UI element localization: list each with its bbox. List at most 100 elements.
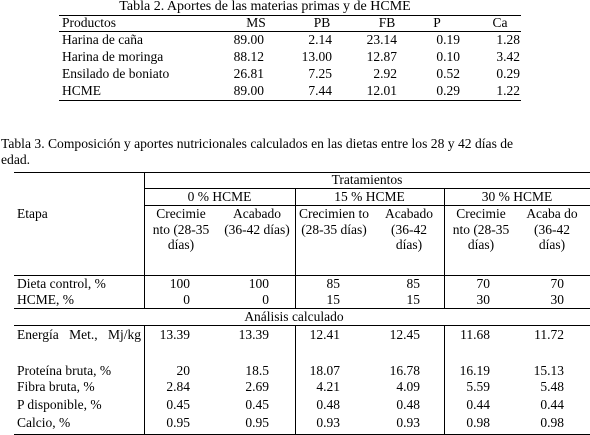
table2-cell: 88.12 <box>233 49 264 64</box>
table2-bottom-rule <box>59 100 521 101</box>
table3-cell: 85 <box>326 276 341 291</box>
table3-cell: 30 <box>476 292 491 307</box>
table3-cell: 12.45 <box>389 327 420 342</box>
table2-cell: 12.87 <box>366 49 397 64</box>
table3-cell: 4.21 <box>316 379 340 394</box>
table3-subheader: Acabado (36-42 días) <box>385 206 433 252</box>
table3-cell: 15.13 <box>533 363 564 378</box>
table3-caption-line2: edad. <box>1 152 31 167</box>
table3-analisis: Análisis calculado <box>244 309 344 324</box>
table3-cell: 18.07 <box>309 363 340 378</box>
table3-group-15: 15 % HCME <box>334 189 405 204</box>
table3-cell: 11.72 <box>534 327 564 342</box>
table2-cell: 7.44 <box>308 83 332 98</box>
table3-cell: 11.68 <box>460 327 490 342</box>
table3-cell: 0.93 <box>396 415 420 430</box>
table2-cell: 3.42 <box>496 49 520 64</box>
table3-cell: 13.39 <box>238 327 269 342</box>
table3-cell: 2.69 <box>245 379 269 394</box>
table3-cell: 0.44 <box>540 397 564 412</box>
table2-cell: 23.14 <box>366 32 397 47</box>
table3-cell: 0 <box>183 292 190 307</box>
table3-subheader: Crecimie nto (28-35 días) <box>152 206 210 252</box>
table2-cell: Harina de moringa <box>62 49 164 64</box>
table3-vrule <box>144 172 145 308</box>
table3-cell: 100 <box>248 276 269 291</box>
table3-subheader: Acaba do (36-42 días) <box>526 206 578 252</box>
table3-cell: 0.44 <box>466 397 490 412</box>
table2-cell: 0.19 <box>436 32 460 47</box>
table2-cell: 0.10 <box>436 49 460 64</box>
table3-tratamientos: Tratamientos <box>331 172 403 187</box>
table2-header-fb: FB <box>378 15 396 30</box>
table3-subheader: Crecimien to (28-35 días) <box>298 206 370 237</box>
table2-top-rule <box>59 15 521 16</box>
table2-cell: 89.00 <box>233 83 264 98</box>
table3-vrule <box>444 188 445 308</box>
table2-cell: 7.25 <box>308 66 332 81</box>
table3-cell: 0.45 <box>166 397 190 412</box>
table2-header-ca: Ca <box>492 15 508 30</box>
table2-cell: 0.52 <box>436 66 460 81</box>
table3-subheader-rule <box>14 275 590 276</box>
table3-row-label: HCME, % <box>17 292 74 307</box>
table3-analisis-rule <box>14 325 590 326</box>
table2-cell: 2.92 <box>373 66 397 81</box>
table3-group-30: 30 % HCME <box>481 189 553 204</box>
table3-cell: 0.45 <box>245 397 269 412</box>
table3-cell: 70 <box>476 276 491 291</box>
table3-cell: 0.93 <box>316 415 340 430</box>
table3-row-label: Energía Met., Mj/kg <box>17 327 141 342</box>
table3-cell: 0.48 <box>396 397 420 412</box>
table3-cell: 0.98 <box>466 415 490 430</box>
table3-cell: 16.19 <box>459 363 490 378</box>
table3-vrule <box>295 188 296 308</box>
table3-cell: 100 <box>169 276 190 291</box>
table3-groups-rule <box>144 205 590 206</box>
table3-row-label: Fibra bruta, % <box>17 379 95 394</box>
table3-cell: 16.78 <box>389 363 420 378</box>
table3-row-label: Dieta control, % <box>17 276 106 291</box>
table2-cell: Harina de caña <box>62 32 143 47</box>
table3-cell: 0 <box>262 292 269 307</box>
table3-cell: 20 <box>176 363 191 378</box>
table3-cell: 30 <box>550 292 565 307</box>
table3-cell: 2.84 <box>166 379 190 394</box>
table3-row-label: P disponible, % <box>17 397 102 412</box>
table3-cell: 18.5 <box>245 363 269 378</box>
table2-cell: 26.81 <box>233 66 264 81</box>
table3-top-rule <box>14 172 590 173</box>
table3-cell: 4.09 <box>396 379 420 394</box>
table2-cell: 2.14 <box>308 32 332 47</box>
table2-header-p: P <box>433 15 441 30</box>
table2-cell: 13.00 <box>301 49 332 64</box>
table2-header-rule <box>59 31 521 32</box>
table3-tratamientos-rule <box>144 188 590 189</box>
table2-cell: 1.22 <box>496 83 520 98</box>
table3-vrule <box>444 325 445 434</box>
table2-header-ms: MS <box>246 15 266 30</box>
table3-cell: 5.59 <box>466 379 490 394</box>
table3-cell: 0.48 <box>316 397 340 412</box>
table3-cell: 0.95 <box>166 415 190 430</box>
table3-cell: 15 <box>326 292 341 307</box>
table2-cell: 0.29 <box>496 66 520 81</box>
table3-row-label: Calcio, % <box>17 415 71 430</box>
table3-cell: 5.48 <box>540 379 564 394</box>
table3-group-0: 0 % HCME <box>187 189 252 204</box>
table2-caption: Tabla 2. Aportes de las materias primas … <box>119 0 411 14</box>
table3-cell: 12.41 <box>309 327 340 342</box>
table3-cell: 85 <box>406 276 421 291</box>
table2-cell: HCME <box>62 83 102 98</box>
table3-cell: 0.95 <box>245 415 269 430</box>
table3-row-label: Proteína bruta, % <box>17 363 112 378</box>
table2-cell: 0.29 <box>436 83 460 98</box>
table3-vrule <box>144 325 145 434</box>
table3-subheader: Crecimie nto (28-35 días) <box>452 206 510 252</box>
table3-caption-line1: Tabla 3. Composición y aportes nutricion… <box>1 136 514 151</box>
table2-header-productos: Productos <box>62 15 116 30</box>
table3-cell: 70 <box>550 276 565 291</box>
table2-header-pb: PB <box>313 15 331 30</box>
table3-vrule <box>295 325 296 434</box>
table2-cell: 1.28 <box>496 32 520 47</box>
